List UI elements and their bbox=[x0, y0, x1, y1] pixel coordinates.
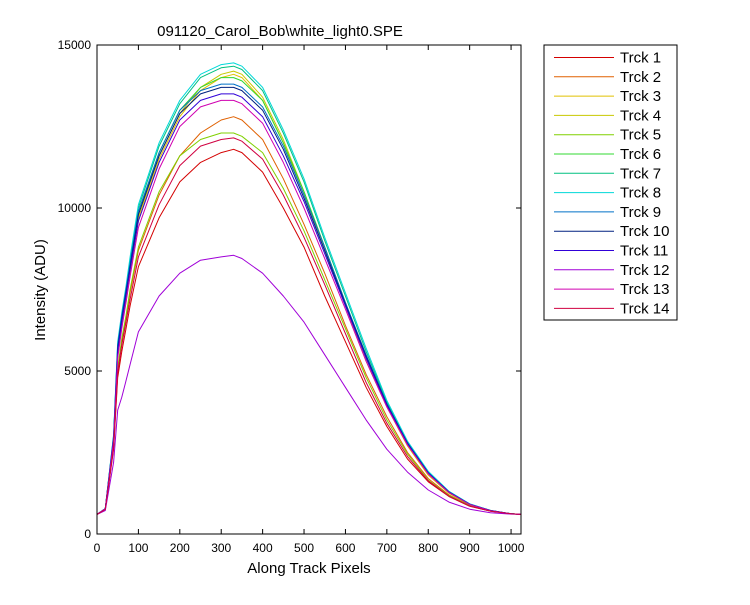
legend-label-9: Trck 9 bbox=[620, 204, 661, 221]
legend-label-12: Trck 12 bbox=[620, 262, 669, 279]
axes-frame bbox=[96, 44, 522, 535]
x-tick-label: 400 bbox=[253, 541, 273, 555]
series-line-2 bbox=[96, 116, 522, 515]
legend-box bbox=[543, 44, 678, 321]
series-line-13 bbox=[96, 99, 522, 515]
series-line-8 bbox=[96, 62, 522, 515]
series-line-14 bbox=[96, 137, 522, 515]
legend-label-10: Trck 10 bbox=[620, 223, 669, 240]
series-line-10 bbox=[96, 86, 522, 515]
x-tick-label: 100 bbox=[128, 541, 148, 555]
series-line-7 bbox=[96, 65, 522, 515]
x-tick-label: 500 bbox=[294, 541, 314, 555]
legend-label-6: Trck 6 bbox=[620, 146, 661, 163]
series-line-12 bbox=[96, 254, 522, 515]
axis-ticks: 0 100 200 300 400 500 600 700 800 900 100005000100… bbox=[58, 38, 525, 555]
legend-label-14: Trck 14 bbox=[620, 300, 669, 317]
legend: Trck 1 Trck 2 Trck 3 Trck 4 Trck 5 Trck 6 Trck… bbox=[543, 44, 678, 321]
y-tick-label: 0 bbox=[84, 527, 91, 541]
legend-label-11: Trck 11 bbox=[620, 243, 668, 260]
series-line-4 bbox=[96, 70, 522, 515]
x-tick-label: 600 bbox=[335, 541, 355, 555]
legend-label-3: Trck 3 bbox=[620, 88, 661, 105]
x-tick-label: 800 bbox=[418, 541, 438, 555]
y-tick-label: 15000 bbox=[58, 38, 92, 52]
legend-label-2: Trck 2 bbox=[620, 69, 661, 86]
x-tick-label: 1000 bbox=[498, 541, 525, 555]
legend-label-5: Trck 5 bbox=[620, 127, 661, 144]
x-tick-label: 200 bbox=[170, 541, 190, 555]
series-line-9 bbox=[96, 83, 522, 515]
legend-label-13: Trck 13 bbox=[620, 281, 669, 298]
legend-label-7: Trck 7 bbox=[620, 165, 661, 182]
plot-area bbox=[96, 62, 522, 515]
y-axis-label: Intensity (ADU) bbox=[32, 239, 49, 341]
x-tick-label: 300 bbox=[211, 541, 231, 555]
x-axis-label: Along Track Pixels bbox=[247, 560, 370, 577]
legend-label-1: Trck 1 bbox=[620, 50, 661, 67]
chart-title: 091120_Carol_Bob\white_light0.SPE bbox=[157, 23, 403, 40]
legend-label-8: Trck 8 bbox=[620, 185, 661, 202]
y-tick-label: 10000 bbox=[58, 201, 92, 215]
x-tick-label: 700 bbox=[377, 541, 397, 555]
x-tick-label: 900 bbox=[460, 541, 480, 555]
x-tick-label: 0 bbox=[94, 541, 101, 555]
series-line-5 bbox=[96, 132, 522, 515]
y-tick-label: 5000 bbox=[64, 364, 91, 378]
legend-items: Trck 1 Trck 2 Trck 3 Trck 4 Trck 5 Trck 6 Trck… bbox=[554, 50, 669, 317]
legend-label-4: Trck 4 bbox=[620, 107, 661, 124]
